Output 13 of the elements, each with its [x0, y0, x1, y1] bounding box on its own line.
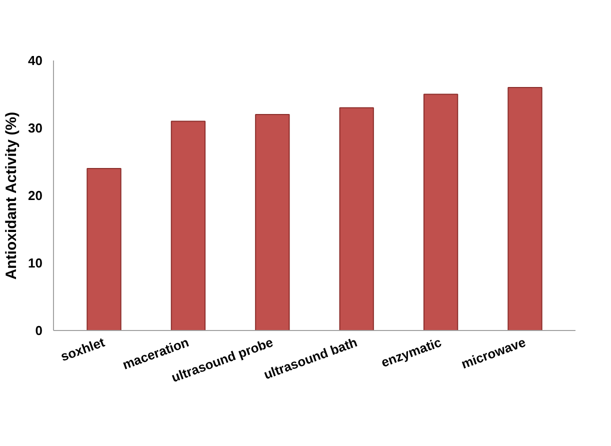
y-tick-label: 20 [28, 188, 43, 203]
y-tick-label: 10 [28, 256, 43, 270]
y-tick-label: 40 [28, 53, 43, 68]
bar [339, 107, 374, 330]
y-axis-title: Antioxidant Activity (%) [3, 112, 20, 280]
y-tick-label: 0 [35, 323, 43, 338]
bar [170, 120, 206, 330]
bar [255, 114, 290, 330]
y-tick-label: 30 [28, 120, 43, 136]
x-tick-label: soxhlet [58, 334, 108, 364]
bar [86, 168, 122, 330]
bar [508, 87, 542, 330]
bar [423, 94, 458, 330]
